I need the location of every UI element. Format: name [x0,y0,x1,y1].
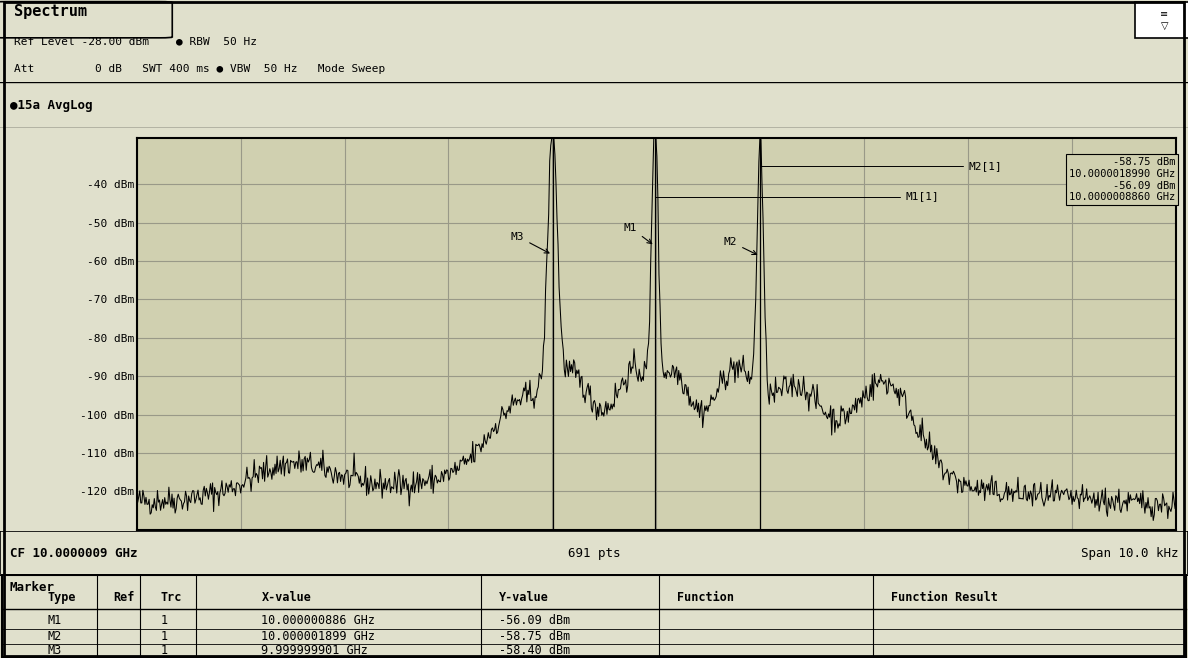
Text: Function Result: Function Result [891,591,998,604]
Text: Trc: Trc [160,591,182,604]
Text: M1[1]: M1[1] [655,191,940,243]
Text: Marker: Marker [10,580,55,594]
Text: Ref: Ref [113,591,134,604]
Text: M1: M1 [624,222,652,243]
Text: Spectrum: Spectrum [14,4,87,19]
Text: M2: M2 [48,630,62,643]
Text: Att         0 dB   SWT 400 ms ● VBW  50 Hz   Mode Sweep: Att 0 dB SWT 400 ms ● VBW 50 Hz Mode Swe… [14,64,385,74]
Text: 1: 1 [160,615,168,628]
Text: M3: M3 [48,644,62,657]
Text: 10.000001899 GHz: 10.000001899 GHz [261,630,375,643]
Text: Ref Level -28.00 dBm    ● RBW  50 Hz: Ref Level -28.00 dBm ● RBW 50 Hz [14,36,258,46]
Text: Span 10.0 kHz: Span 10.0 kHz [1081,547,1178,560]
Text: M2: M2 [723,237,757,255]
Text: M1: M1 [48,615,62,628]
Text: CF 10.0000009 GHz: CF 10.0000009 GHz [10,547,137,560]
Text: Function: Function [677,591,734,604]
Text: M2[1]: M2[1] [760,161,1001,253]
Text: 1: 1 [160,630,168,643]
Text: -58.75 dBm
10.0000018990 GHz
-56.09 dBm
10.0000008860 GHz: -58.75 dBm 10.0000018990 GHz -56.09 dBm … [1069,157,1175,202]
Text: ≡
▽: ≡ ▽ [1161,9,1168,30]
FancyBboxPatch shape [0,1,172,38]
Text: -58.40 dBm: -58.40 dBm [499,644,570,657]
Text: -58.75 dBm: -58.75 dBm [499,630,570,643]
Text: M3: M3 [511,232,549,253]
Text: Y-value: Y-value [499,591,549,604]
Text: ●15a AvgLog: ●15a AvgLog [10,99,91,112]
Text: Type: Type [48,591,76,604]
Text: 9.999999901 GHz: 9.999999901 GHz [261,644,368,657]
Text: -56.09 dBm: -56.09 dBm [499,615,570,628]
Text: 1: 1 [160,644,168,657]
Text: 691 pts: 691 pts [568,547,620,560]
Text: X-value: X-value [261,591,311,604]
FancyBboxPatch shape [1135,1,1188,38]
Text: 10.000000886 GHz: 10.000000886 GHz [261,615,375,628]
